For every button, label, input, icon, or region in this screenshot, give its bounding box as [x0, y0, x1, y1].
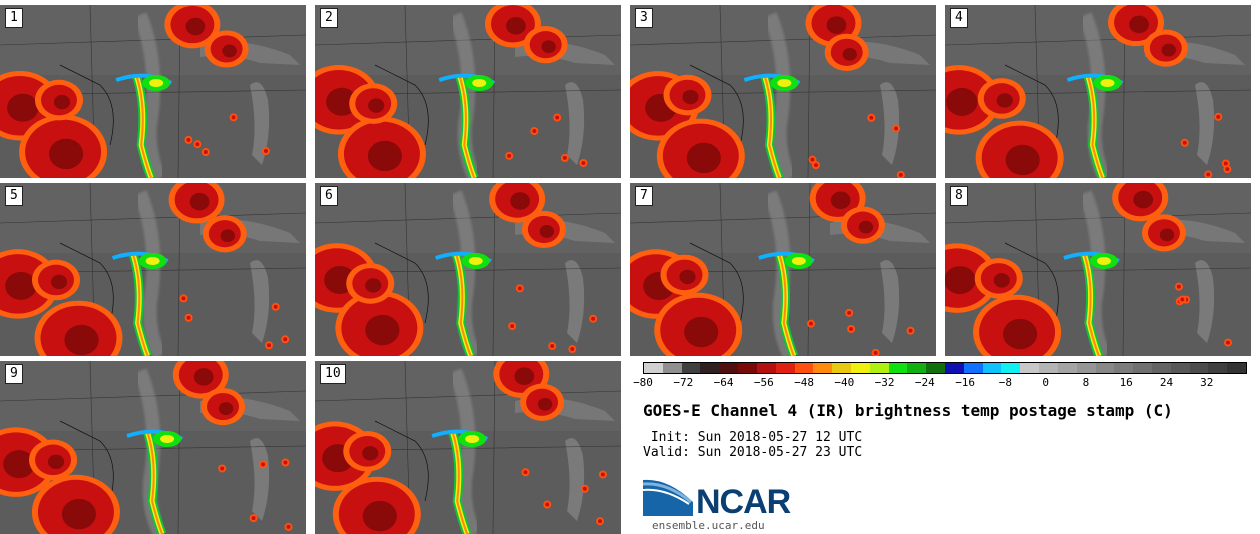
colorbar-swatch: [662, 363, 682, 373]
colorbar-tick-label: −32: [874, 376, 895, 389]
colorbar-ticks: −80 −72 −64 −56 −48 −40 −32 −24 −16 −8 0 8 16 24 32: [633, 376, 1247, 392]
colorbar-swatch: [869, 363, 889, 373]
forecast-panel: 9: [0, 361, 306, 534]
ncar-logo-text: NCAR: [696, 483, 791, 521]
colorbar-tick-label: 0: [1042, 376, 1049, 389]
forecast-panel: 7: [630, 183, 936, 356]
forecast-panel: 1: [0, 5, 306, 178]
colorbar-swatch: [1208, 363, 1228, 373]
colorbar-tick-label: −56: [753, 376, 774, 389]
colorbar-swatch: [794, 363, 814, 373]
colorbar-tick-label: −48: [794, 376, 814, 389]
colorbar-tick-label: −80: [633, 376, 653, 389]
colorbar-swatch: [738, 363, 757, 373]
colorbar-swatch: [945, 363, 964, 373]
colorbar-swatch: [888, 363, 908, 373]
colorbar-swatch: [1227, 363, 1246, 373]
panel-number: 8: [950, 186, 968, 206]
colorbar-swatch: [1170, 363, 1190, 373]
forecast-panel: 4: [945, 5, 1251, 178]
logo-url: ensemble.ucar.edu: [652, 519, 765, 532]
colorbar: [643, 362, 1247, 374]
colorbar-swatch: [926, 363, 945, 373]
ncar-logo-icon: [643, 479, 693, 516]
colorbar-swatch: [1151, 363, 1171, 373]
colorbar-tick-label: −72: [673, 376, 694, 389]
colorbar-swatch: [963, 363, 983, 373]
panel-number: 5: [5, 186, 23, 206]
colorbar-swatch: [1095, 363, 1115, 373]
panel-number: 2: [320, 8, 338, 28]
panel-number: 10: [320, 364, 346, 384]
colorbar-swatch: [681, 363, 701, 373]
forecast-panel: 10: [315, 361, 621, 534]
colorbar-swatch: [644, 363, 663, 373]
colorbar-swatch: [850, 363, 870, 373]
colorbar-swatch: [756, 363, 776, 373]
chart-title: GOES-E Channel 4 (IR) brightness temp po…: [643, 401, 1173, 420]
valid-time: Valid: Sun 2018-05-27 23 UTC: [643, 445, 863, 460]
colorbar-swatch: [813, 363, 833, 373]
colorbar-tick-label: 8: [1082, 376, 1090, 389]
colorbar-swatch: [1076, 363, 1096, 373]
init-time: Init: Sun 2018-05-27 12 UTC: [643, 430, 863, 445]
forecast-panel: 5: [0, 183, 306, 356]
forecast-panel: 8: [945, 183, 1251, 356]
colorbar-swatch: [1189, 363, 1209, 373]
forecast-panel: 6: [315, 183, 621, 356]
colorbar-swatch: [1020, 363, 1040, 373]
panel-number: 4: [950, 8, 968, 28]
colorbar-swatch: [700, 363, 720, 373]
colorbar-swatch: [719, 363, 739, 373]
colorbar-swatch: [832, 363, 851, 373]
panel-number: 1: [5, 8, 23, 28]
forecast-panel: 3: [630, 5, 936, 178]
colorbar-tick-label: −64: [713, 376, 734, 389]
colorbar-swatch: [1039, 363, 1058, 373]
colorbar-tick-label: 16: [1119, 376, 1133, 389]
panel-number: 6: [320, 186, 338, 206]
colorbar-tick-label: 32: [1200, 376, 1214, 389]
colorbar-swatch: [1001, 363, 1021, 373]
colorbar-swatch: [982, 363, 1002, 373]
colorbar-tick-label: −16: [955, 376, 976, 389]
colorbar-tick-label: −24: [914, 376, 935, 389]
colorbar-swatch: [775, 363, 795, 373]
colorbar-swatch: [1133, 363, 1152, 373]
colorbar-tick-label: −8: [998, 376, 1013, 389]
panel-number: 7: [635, 186, 653, 206]
colorbar-tick-label: 24: [1159, 376, 1174, 389]
colorbar-tick-label: −40: [834, 376, 855, 389]
colorbar-swatch: [1114, 363, 1134, 373]
panel-number: 9: [5, 364, 23, 384]
colorbar-swatch: [907, 363, 927, 373]
colorbar-swatch: [1057, 363, 1077, 373]
panel-number: 3: [635, 8, 653, 28]
forecast-panel: 2: [315, 5, 621, 178]
